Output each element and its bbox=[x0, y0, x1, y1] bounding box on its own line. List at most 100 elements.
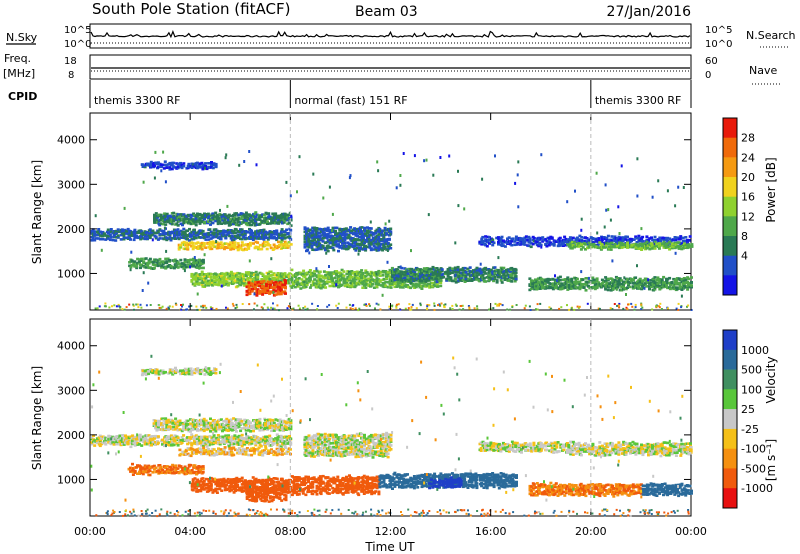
heatmap-cell bbox=[649, 279, 653, 282]
heatmap-cell bbox=[604, 245, 608, 249]
heatmap-cell bbox=[443, 272, 447, 276]
heatmap-cell bbox=[253, 212, 257, 216]
heatmap-cell bbox=[247, 281, 251, 284]
heatmap-cell bbox=[636, 194, 639, 198]
heatmap-cell bbox=[258, 284, 261, 288]
heatmap-cell bbox=[468, 270, 472, 273]
heatmap-cell bbox=[189, 262, 193, 266]
heatmap-cell bbox=[485, 276, 489, 279]
heatmap-cell bbox=[461, 273, 465, 277]
heatmap-cell bbox=[624, 241, 628, 245]
heatmap-cell bbox=[281, 283, 285, 287]
heatmap-cell bbox=[290, 268, 294, 272]
heatmap-cell bbox=[645, 235, 649, 238]
heatmap-cell bbox=[289, 284, 293, 288]
heatmap-cell bbox=[372, 286, 376, 289]
heatmap-cell bbox=[238, 272, 242, 275]
heatmap-cell bbox=[620, 282, 624, 286]
heatmap-cell bbox=[213, 241, 216, 245]
heatmap-cell bbox=[216, 222, 220, 226]
heatmap-cell bbox=[116, 235, 120, 239]
heatmap-cell bbox=[225, 306, 227, 309]
heatmap-cell bbox=[203, 275, 207, 278]
heatmap-cell bbox=[151, 261, 155, 264]
heatmap-cell bbox=[361, 236, 365, 240]
heatmap-cell bbox=[677, 185, 680, 189]
heatmap-cell bbox=[648, 237, 652, 240]
heatmap-cell bbox=[239, 230, 242, 234]
heatmap-cell bbox=[385, 238, 389, 241]
heatmap-cell bbox=[264, 243, 267, 247]
heatmap-cell bbox=[641, 246, 644, 250]
heatmap-cell bbox=[318, 280, 322, 284]
heatmap-cell bbox=[410, 276, 414, 280]
heatmap-cell bbox=[346, 270, 350, 273]
heatmap-cell bbox=[372, 236, 376, 240]
heatmap-cell bbox=[474, 273, 478, 276]
heatmap-cell bbox=[250, 223, 254, 227]
heatmap-cell bbox=[130, 231, 134, 234]
heatmap-cell bbox=[407, 279, 411, 283]
heatmap-cell bbox=[638, 238, 642, 241]
heatmap-cell bbox=[529, 238, 532, 242]
heatmap-cell bbox=[690, 276, 693, 279]
heatmap-cell bbox=[660, 308, 663, 310]
heatmap-cell bbox=[439, 281, 443, 285]
heatmap-cell bbox=[120, 228, 124, 231]
heatmap-cell bbox=[273, 245, 277, 248]
heatmap-cell bbox=[375, 235, 379, 238]
heatmap-cell bbox=[237, 244, 241, 247]
heatmap-cell bbox=[195, 305, 198, 308]
heatmap-cell bbox=[611, 308, 614, 311]
heatmap-cell bbox=[554, 274, 556, 278]
heatmap-cell bbox=[568, 236, 572, 239]
heatmap-cell bbox=[457, 273, 461, 277]
heatmap-cell bbox=[684, 278, 688, 282]
heatmap-cell bbox=[250, 289, 254, 293]
heatmap-cell bbox=[651, 238, 655, 242]
heatmap-cell bbox=[604, 243, 608, 247]
heatmap-cell bbox=[280, 221, 284, 224]
heatmap-cell bbox=[690, 309, 693, 311]
heatmap-cell bbox=[91, 228, 95, 231]
heatmap-cell bbox=[595, 277, 599, 280]
heatmap-cell bbox=[342, 270, 346, 273]
heatmap-cell bbox=[165, 166, 169, 169]
heatmap-cell bbox=[592, 286, 596, 289]
heatmap-cell bbox=[100, 248, 103, 252]
heatmap-cell bbox=[234, 307, 237, 310]
heatmap-cell bbox=[579, 248, 583, 251]
heatmap-cell bbox=[315, 286, 319, 289]
heatmap-cell bbox=[487, 271, 491, 275]
heatmap-cell bbox=[399, 265, 402, 269]
heatmap-cell bbox=[690, 245, 694, 248]
heatmap-cell bbox=[527, 235, 531, 239]
heatmap-cell bbox=[419, 304, 422, 307]
heatmap-cell bbox=[532, 239, 536, 243]
heatmap-cell bbox=[319, 238, 323, 242]
heatmap-cell bbox=[383, 228, 387, 232]
heatmap-cell bbox=[364, 249, 368, 252]
heatmap-cell bbox=[161, 305, 164, 308]
heatmap-cell bbox=[318, 227, 322, 231]
heatmap-cell bbox=[340, 268, 344, 272]
heatmap-cell bbox=[280, 228, 284, 231]
heatmap-cell bbox=[401, 282, 405, 286]
heatmap-cell bbox=[397, 303, 400, 306]
heatmap-cell bbox=[439, 279, 443, 282]
heatmap-cell bbox=[269, 230, 273, 234]
heatmap-cell bbox=[645, 238, 649, 242]
heatmap-cell bbox=[129, 268, 132, 272]
heatmap-cell bbox=[259, 237, 263, 240]
heatmap-cell bbox=[280, 217, 284, 220]
heatmap-cell bbox=[200, 232, 203, 235]
heatmap-cell bbox=[501, 244, 505, 247]
heatmap-cell bbox=[631, 305, 634, 308]
heatmap-cell bbox=[489, 268, 493, 272]
heatmap-cell bbox=[292, 307, 295, 310]
heatmap-cell bbox=[326, 234, 330, 238]
heatmap-cell bbox=[199, 244, 203, 248]
heatmap-cell bbox=[573, 308, 576, 311]
heatmap-cell bbox=[611, 284, 615, 287]
